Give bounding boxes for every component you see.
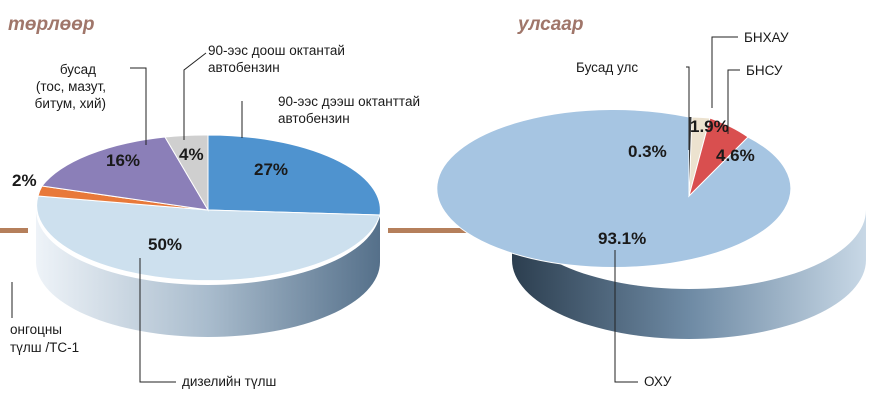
pct-russia: 93.1% [598, 229, 646, 248]
pct-gasoline-high: 27% [254, 160, 288, 179]
label-other-countries: Бусад улс [576, 60, 638, 75]
slice-russia [436, 109, 792, 268]
label-gasoline-low-2: автобензин [208, 60, 280, 75]
label-gasoline-high-2: автобензин [278, 111, 350, 126]
leader-russia [614, 250, 638, 383]
pct-gasoline-low: 4% [179, 145, 204, 164]
pct-diesel: 50% [148, 235, 182, 254]
label-gasoline-high-1: 90-ээс дээш октанттай [278, 94, 420, 109]
label-gasoline-low-1: 90-ээс доош октантай [208, 43, 345, 58]
right-chart-title: улсаар [517, 14, 583, 35]
pct-jet-fuel: 2% [12, 171, 37, 190]
pct-china: 1.9% [690, 117, 729, 136]
pct-korea: 4.6% [716, 146, 755, 165]
label-china: БНХАУ [744, 30, 789, 45]
left-pie [36, 134, 381, 337]
leader-gasoline-low [183, 52, 207, 140]
pct-other-countries: 0.3% [628, 142, 667, 161]
leader-china [711, 36, 738, 108]
label-russia: ОХУ [644, 374, 672, 389]
slice-gasoline-high [207, 134, 381, 216]
left-pie-side [36, 210, 380, 337]
slice-diesel [36, 195, 381, 282]
right-pie-side [512, 210, 866, 339]
right-pie [436, 109, 866, 339]
slice-other [41, 136, 209, 211]
label-jet-fuel-2: түлш /ТС-1 [10, 340, 79, 355]
pct-other: 16% [106, 151, 140, 170]
left-chart-title: төрлөөр [8, 14, 95, 35]
separator-bar-left [0, 228, 28, 233]
slice-korea [688, 117, 749, 198]
leader-diesel [139, 258, 176, 383]
slice-gasoline-low [164, 134, 209, 212]
label-diesel: дизелийн түлш [182, 374, 276, 389]
leader-other [130, 67, 147, 145]
label-jet-fuel-1: онгоцны [10, 322, 62, 337]
label-other-2: (тос, мазут, [36, 79, 106, 94]
label-other-1: бусад [60, 62, 96, 77]
separator-bar-middle [388, 228, 503, 233]
label-korea: БНСУ [746, 63, 783, 78]
leader-korea [727, 69, 740, 134]
label-other-3: битум, хий) [35, 96, 106, 111]
leader-other-countries [686, 66, 690, 150]
